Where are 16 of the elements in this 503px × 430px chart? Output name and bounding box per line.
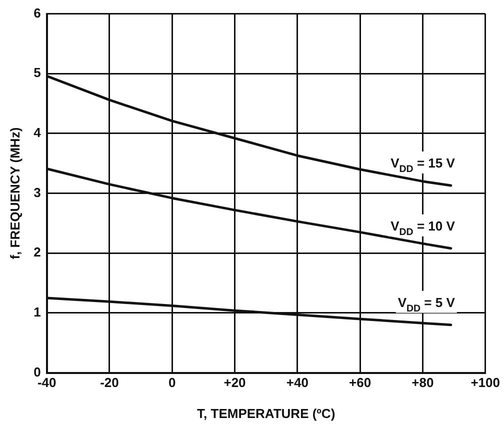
x-tick-label: +40 [286,375,308,390]
y-tick-label: 4 [34,125,42,140]
x-tick-label: +60 [349,375,372,390]
x-axis-title: T, TEMPERATURE (ºC) [197,406,336,421]
y-tick-label: 1 [34,304,41,320]
y-tick-label: 6 [34,5,41,20]
y-axis-title: f, FREQUENCY (MHz) [7,127,22,260]
y-tick-label: 0 [34,364,41,380]
x-tick-label: -20 [100,375,119,390]
x-tick-label: 0 [168,375,176,390]
y-tick-label: 5 [34,65,41,80]
x-tick-label: +20 [224,375,246,390]
x-tick-label: +80 [412,375,434,390]
x-tick-label: +100 [470,375,500,390]
y-tick-label: 2 [34,244,41,260]
y-tick-label: 3 [34,184,41,200]
